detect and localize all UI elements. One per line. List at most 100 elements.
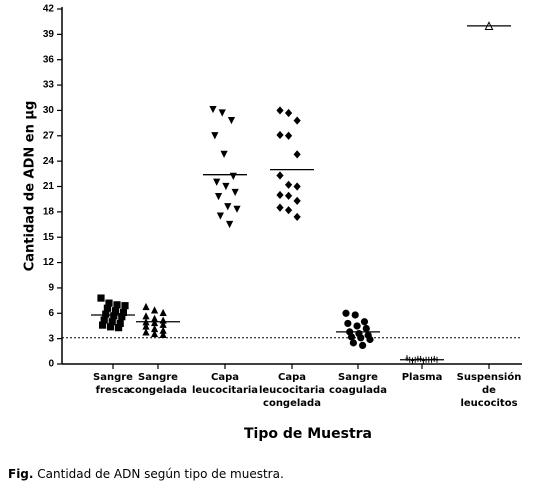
point: [359, 341, 367, 350]
x-tick-label: Suspensión: [457, 371, 522, 383]
x-axis-label: Tipo de Muestra: [244, 426, 372, 442]
point: [293, 182, 301, 191]
point: [111, 307, 119, 315]
y-tick-label: 6: [48, 308, 54, 319]
point: [150, 324, 159, 333]
y-tick-label: 33: [43, 80, 55, 91]
point: [276, 171, 284, 180]
point: [150, 306, 159, 314]
point: [115, 324, 123, 332]
x-tick-label: fresca: [96, 385, 131, 396]
point: [226, 220, 234, 229]
point: [159, 308, 167, 317]
point: [209, 105, 217, 114]
caption: Fig. Cantidad de ADN según tipo de muest…: [8, 467, 284, 481]
point: [276, 106, 284, 115]
point: [357, 334, 365, 342]
point: [142, 322, 150, 330]
point: [100, 316, 108, 324]
point: [116, 319, 124, 328]
y-tick-label: 21: [43, 181, 55, 192]
point: [233, 205, 241, 213]
x-tick-label: congelada: [263, 398, 321, 409]
caption-label: Fig.: [8, 467, 33, 481]
point: [97, 294, 105, 302]
point: [284, 206, 293, 215]
point: [224, 203, 232, 211]
point: [107, 323, 115, 331]
y-tick-label: 15: [43, 232, 55, 243]
point: [150, 329, 159, 338]
point: [284, 180, 293, 189]
x-tick-label: leucocitaria: [192, 385, 258, 396]
y-tick-label: 42: [43, 4, 55, 15]
point: [351, 311, 359, 319]
point: [118, 313, 126, 321]
point: [159, 320, 167, 328]
point: [142, 302, 150, 311]
point: [410, 357, 414, 364]
point: [218, 109, 226, 117]
y-tick-label: 30: [43, 105, 55, 116]
point: [142, 312, 150, 320]
y-tick-label: 24: [43, 156, 55, 167]
point: [231, 188, 239, 197]
point: [293, 196, 301, 205]
y-tick-label: 0: [48, 359, 54, 370]
point: [113, 301, 121, 309]
y-tick-label: 36: [43, 54, 55, 65]
point: [276, 203, 284, 212]
y-tick-label: 3: [48, 333, 54, 344]
x-tick-label: Sangre: [338, 372, 378, 383]
point: [293, 150, 301, 159]
point: [347, 333, 356, 341]
point: [227, 116, 236, 125]
point: [121, 302, 129, 310]
x-tick-label: congelada: [129, 385, 187, 396]
point: [211, 132, 219, 140]
point: [102, 310, 110, 318]
x-tick-label: Capa: [211, 372, 239, 383]
point: [213, 178, 221, 186]
point: [360, 318, 369, 326]
point: [99, 321, 107, 329]
x-tick-label: leucocitaria: [259, 385, 325, 396]
point: [214, 193, 223, 201]
point: [222, 182, 230, 191]
x-tick-label: de: [482, 385, 496, 396]
point: [220, 150, 228, 158]
point: [216, 212, 224, 220]
x-tick-label: coagulada: [329, 385, 387, 396]
point: [293, 116, 301, 125]
point: [284, 108, 293, 118]
point: [229, 172, 237, 180]
point: [119, 308, 127, 317]
y-tick-label: 9: [48, 283, 54, 294]
point: [419, 355, 423, 362]
point: [342, 309, 350, 317]
y-tick-label: 18: [43, 206, 55, 217]
point: [284, 131, 293, 140]
y-axis-label: Cantidad de ADN en µg: [23, 101, 38, 272]
point: [421, 357, 425, 364]
point: [284, 191, 293, 200]
y-tick-label: 12: [43, 257, 55, 268]
x-tick-label: Capa: [278, 372, 306, 383]
x-tick-label: leucocitos: [460, 398, 517, 409]
x-tick-label: Sangre: [93, 372, 133, 383]
point: [432, 355, 436, 362]
point: [110, 312, 118, 320]
point: [276, 130, 284, 140]
y-tick-label: 27: [43, 130, 55, 141]
point: [103, 304, 111, 312]
point: [150, 318, 159, 327]
point: [344, 319, 352, 328]
point: [108, 318, 116, 326]
point: [366, 335, 374, 344]
point: [353, 322, 361, 330]
caption-text: Cantidad de ADN según tipo de muestra.: [37, 467, 283, 481]
point: [362, 324, 370, 333]
point: [159, 330, 167, 339]
x-tick-label: Plasma: [402, 372, 443, 383]
